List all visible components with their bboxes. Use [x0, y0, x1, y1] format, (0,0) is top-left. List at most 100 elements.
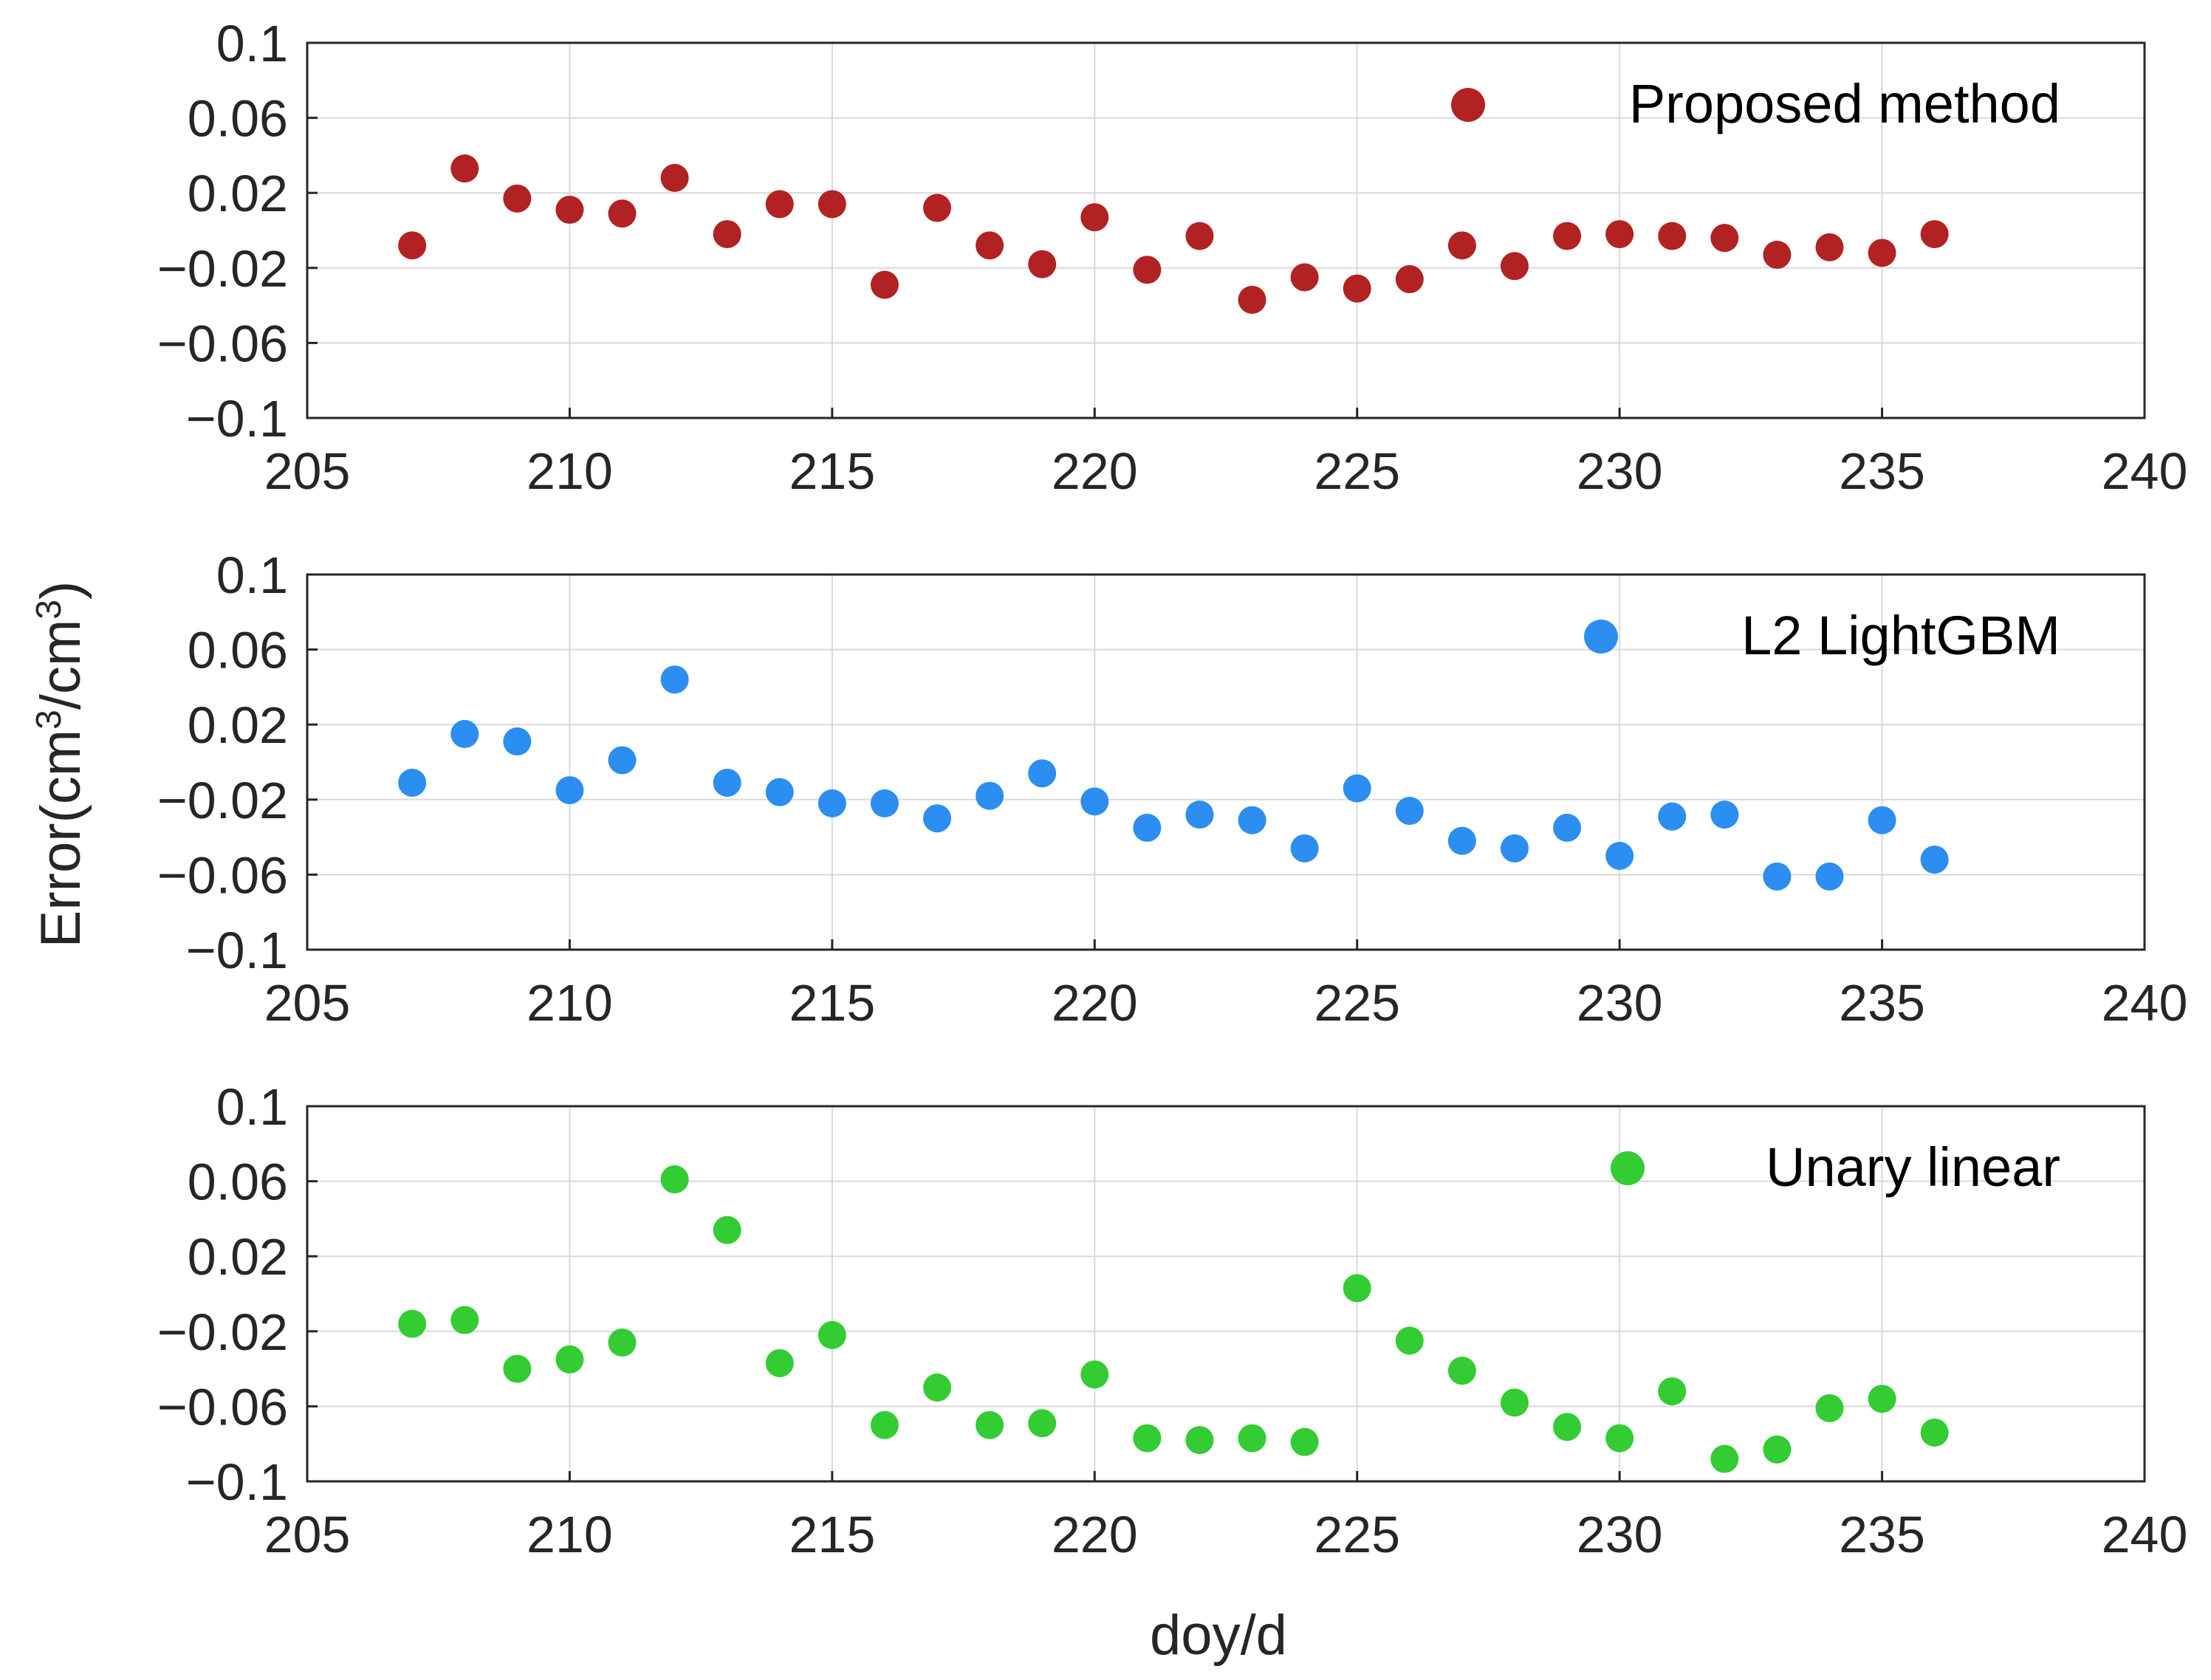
y-tick-label: 0.06 — [188, 1153, 288, 1211]
data-point-l2-lightgbm — [660, 665, 689, 694]
x-tick-label: 205 — [264, 974, 351, 1032]
data-point-proposed-method — [1238, 285, 1266, 314]
data-point-proposed-method — [660, 163, 689, 192]
data-point-proposed-method — [608, 199, 637, 228]
data-point-l2-lightgbm — [923, 804, 952, 833]
x-tick-label: 230 — [1577, 442, 1663, 500]
x-tick-label: 215 — [789, 1506, 875, 1563]
y-tick-label: 0.06 — [188, 90, 288, 148]
data-point-l2-lightgbm — [398, 768, 427, 797]
data-point-unary-linear — [608, 1328, 637, 1357]
y-tick-label: 0.1 — [216, 1078, 288, 1136]
x-tick-label: 220 — [1052, 1506, 1138, 1563]
x-tick-label: 220 — [1052, 974, 1138, 1032]
data-point-l2-lightgbm — [1238, 806, 1266, 834]
data-point-unary-linear — [1500, 1388, 1529, 1417]
data-point-l2-lightgbm — [1920, 846, 1949, 874]
data-point-l2-lightgbm — [1868, 806, 1896, 834]
legend-label-proposed-method: Proposed method — [1629, 73, 2060, 134]
data-point-proposed-method — [1185, 222, 1214, 250]
data-point-unary-linear — [1605, 1424, 1634, 1453]
data-point-unary-linear — [923, 1374, 952, 1402]
data-point-proposed-method — [1343, 274, 1371, 303]
data-point-l2-lightgbm — [450, 719, 479, 748]
data-point-l2-lightgbm — [1080, 787, 1109, 816]
data-point-l2-lightgbm — [765, 778, 794, 806]
data-point-proposed-method — [1133, 256, 1162, 284]
y-tick-label: 0.02 — [188, 696, 288, 754]
x-tick-label: 235 — [1839, 1506, 1925, 1563]
axes-box — [306, 1105, 2146, 1483]
data-point-l2-lightgbm — [1605, 842, 1634, 870]
data-point-l2-lightgbm — [503, 727, 532, 756]
data-point-proposed-method — [1447, 231, 1476, 260]
data-point-proposed-method — [1710, 224, 1739, 253]
data-point-l2-lightgbm — [870, 789, 899, 817]
data-point-l2-lightgbm — [1815, 862, 1844, 891]
x-tick-label: 225 — [1314, 442, 1400, 500]
x-axis-label: doy/d — [1150, 1604, 1287, 1667]
x-tick-label: 235 — [1839, 974, 1925, 1032]
x-tick-label: 225 — [1314, 974, 1400, 1032]
data-point-unary-linear — [1343, 1274, 1371, 1303]
x-tick-label: 205 — [264, 442, 351, 500]
y-tick-label: 0.02 — [188, 1228, 288, 1286]
data-point-l2-lightgbm — [817, 789, 846, 817]
data-point-proposed-method — [976, 231, 1004, 260]
data-point-unary-linear — [555, 1345, 584, 1374]
panels: 205 210 215 220 225 230 235 240 −0.1 −0.06 −0.02 0.… — [157, 15, 2188, 1563]
y-tick-label: −0.1 — [186, 922, 288, 979]
axes-box — [306, 41, 2146, 419]
x-tick-label: 210 — [527, 974, 613, 1032]
x-tick-label: 205 — [264, 1506, 351, 1563]
y-tick-label: −0.06 — [157, 315, 288, 372]
y-tick-label: −0.06 — [157, 1378, 288, 1436]
data-point-unary-linear — [1553, 1413, 1582, 1441]
legend-marker-unary-linear — [1611, 1151, 1645, 1185]
panel-unary-linear: 205 210 215 220 225 230 235 240 −0.1 −0.06 −0.02 0.… — [157, 1078, 2188, 1563]
x-tick-label: 230 — [1577, 974, 1663, 1032]
panel-proposed-method: 205 210 215 220 225 230 235 240 −0.1 −0.06 −0.02 0.… — [157, 15, 2188, 500]
data-point-unary-linear — [817, 1320, 846, 1349]
panel-l2-lightgbm: 205 210 215 220 225 230 235 240 −0.1 −0.06 −0.02 0.… — [157, 546, 2188, 1032]
data-point-unary-linear — [1658, 1377, 1687, 1406]
axes-box — [306, 573, 2146, 951]
data-point-l2-lightgbm — [608, 746, 637, 775]
data-point-unary-linear — [398, 1309, 427, 1338]
data-point-proposed-method — [1500, 252, 1529, 281]
data-point-unary-linear — [765, 1348, 794, 1377]
data-point-proposed-method — [555, 196, 584, 224]
data-point-proposed-method — [923, 193, 952, 222]
data-point-proposed-method — [1553, 222, 1582, 250]
data-point-l2-lightgbm — [1133, 813, 1162, 842]
data-point-unary-linear — [1447, 1357, 1476, 1385]
data-point-unary-linear — [870, 1410, 899, 1439]
data-point-proposed-method — [817, 190, 846, 219]
data-point-proposed-method — [1815, 233, 1844, 261]
data-point-l2-lightgbm — [1028, 759, 1057, 788]
data-point-proposed-method — [765, 190, 794, 219]
y-axis-label: Error(cm3/cm3) — [30, 581, 92, 948]
data-point-unary-linear — [1290, 1427, 1319, 1456]
x-tick-label: 240 — [2102, 1506, 2188, 1563]
data-point-unary-linear — [976, 1410, 1004, 1439]
data-point-proposed-method — [1395, 265, 1424, 294]
data-point-unary-linear — [1395, 1326, 1424, 1355]
data-point-proposed-method — [870, 270, 899, 299]
data-point-unary-linear — [1815, 1393, 1844, 1422]
data-point-l2-lightgbm — [1395, 797, 1424, 826]
data-point-l2-lightgbm — [1185, 800, 1214, 829]
data-point-unary-linear — [450, 1306, 479, 1334]
y-tick-label: 0.06 — [188, 622, 288, 679]
data-point-l2-lightgbm — [1658, 802, 1687, 831]
x-tick-label: 240 — [2102, 442, 2188, 500]
data-point-l2-lightgbm — [1447, 826, 1476, 855]
data-point-unary-linear — [713, 1216, 741, 1244]
y-tick-label: −0.1 — [186, 390, 288, 448]
y-tick-label: 0.1 — [216, 15, 288, 72]
y-tick-label: 0.1 — [216, 546, 288, 604]
y-tick-label: −0.1 — [186, 1453, 288, 1511]
x-tick-label: 225 — [1314, 1506, 1400, 1563]
